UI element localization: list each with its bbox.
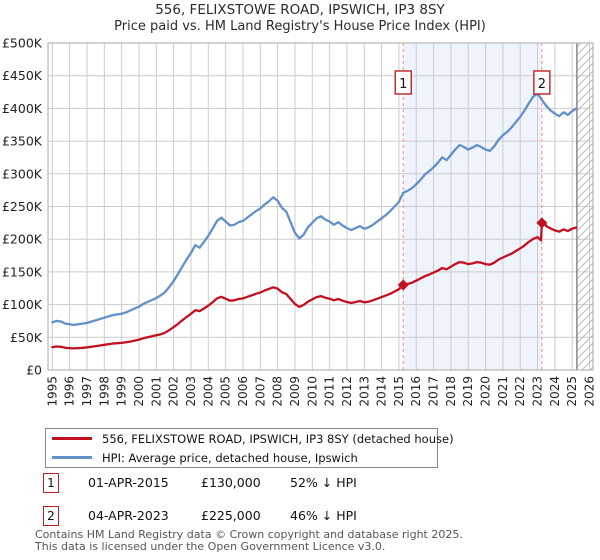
x-tick-label: 2020 [479, 376, 493, 407]
x-tick-label: 2018 [444, 376, 458, 407]
y-tick-label: £500K [2, 36, 43, 51]
sale-flag-box-1 [394, 70, 412, 95]
x-tick-label: 2006 [236, 376, 250, 407]
x-tick-label: 2005 [219, 376, 233, 407]
hpi-line-swatch [52, 456, 92, 459]
x-tick-label: 2002 [167, 376, 181, 407]
footer-line-2: This data is licensed under the Open Gov… [35, 539, 386, 553]
chart-legend: 556, FELIXSTOWE ROAD, IPSWICH, IP3 8SY (… [45, 428, 454, 468]
x-tick-label: 1999 [115, 376, 129, 407]
x-tick-label: 2013 [357, 376, 371, 407]
y-tick-label: £0 [26, 363, 42, 378]
sale-2-date: 04-APR-2023 [88, 508, 169, 523]
x-tick-label: 2025 [565, 376, 579, 407]
property-line-swatch [52, 437, 92, 440]
sale-flag-label-1: 1 [399, 77, 407, 92]
y-tick-label: £100K [2, 297, 43, 312]
x-tick-label: 2022 [513, 376, 527, 407]
sale-1-number-badge: 1 [43, 473, 59, 493]
sale-row-1: 1 01-APR-2015 £130,000 52% ↓ HPI [43, 473, 583, 495]
x-tick-label: 2021 [496, 376, 510, 407]
chart-subtitle: Price paid vs. HM Land Registry's House … [114, 19, 486, 34]
legend-item-hpi: HPI: Average price, detached house, Ipsw… [46, 450, 437, 466]
x-tick-label: 2019 [461, 376, 475, 407]
x-tick-label: 2008 [271, 376, 285, 407]
x-tick-label: 2014 [375, 376, 389, 407]
x-tick-label: 1998 [97, 376, 111, 407]
y-tick-label: £50K [10, 330, 43, 345]
x-tick-label: 2012 [340, 376, 354, 407]
sale-1-price: £130,000 [201, 475, 261, 490]
x-tick-label: 2016 [409, 376, 423, 407]
price-chart-plot: 1 2 £0 £50K £100K £150K £200K £250K £300K £350K £4… [2, 36, 597, 407]
x-tick-label: 2000 [132, 376, 146, 407]
x-tick-label: 2004 [201, 376, 215, 407]
hpi-line [51, 92, 578, 327]
y-tick-label: £450K [2, 68, 43, 83]
sale-2-price: £225,000 [201, 508, 261, 523]
y-tick-label: £150K [2, 264, 43, 279]
x-tick-label: 2007 [253, 376, 267, 407]
future-hatch-region [576, 43, 593, 370]
plot-border [47, 42, 594, 371]
sale-1-date: 01-APR-2015 [88, 475, 169, 490]
y-tick-label: £350K [2, 134, 43, 149]
sale-2-number-badge: 2 [43, 506, 59, 526]
sale-flag-label-2: 2 [538, 77, 546, 92]
sale-1-vs-hpi: 52% ↓ HPI [290, 475, 357, 490]
sale-2-vs-hpi: 46% ↓ HPI [290, 508, 357, 523]
x-tick-label: 1995 [45, 376, 59, 407]
x-tick-label: 2024 [548, 376, 562, 407]
legend-item-property: 556, FELIXSTOWE ROAD, IPSWICH, IP3 8SY (… [46, 431, 454, 447]
sale-marker-1 [397, 279, 409, 291]
x-tick-label: 2001 [149, 376, 163, 407]
x-tick-label: 2023 [531, 376, 545, 407]
y-tick-label: £300K [2, 166, 43, 181]
legend-property-label: 556, FELIXSTOWE ROAD, IPSWICH, IP3 8SY (… [102, 431, 454, 446]
x-tick-label: 1997 [80, 376, 94, 407]
sale-flag-box-2 [533, 70, 551, 95]
x-tick-label: 2009 [288, 376, 302, 407]
x-tick-label: 1996 [63, 376, 77, 407]
property-line [51, 220, 578, 350]
x-tick-label: 2026 [583, 376, 597, 407]
license-footer: Contains HM Land Registry data © Crown c… [35, 529, 463, 552]
sale-marker-2 [536, 217, 548, 229]
y-tick-label: £400K [2, 101, 43, 116]
x-tick-label: 2010 [305, 376, 319, 407]
sale-row-2: 2 04-APR-2023 £225,000 46% ↓ HPI [43, 506, 583, 528]
x-tick-label: 2003 [184, 376, 198, 407]
y-tick-label: £250K [2, 199, 43, 214]
x-tick-label: 2011 [323, 376, 337, 407]
x-tick-label: 2017 [427, 376, 441, 407]
y-tick-label: £200K [2, 232, 43, 247]
x-tick-label: 2015 [392, 376, 406, 407]
legend-hpi-label: HPI: Average price, detached house, Ipsw… [102, 450, 358, 465]
chart-title: 556, FELIXSTOWE ROAD, IPSWICH, IP3 8SY [155, 2, 445, 18]
footer-line-1: Contains HM Land Registry data © Crown c… [35, 528, 463, 541]
